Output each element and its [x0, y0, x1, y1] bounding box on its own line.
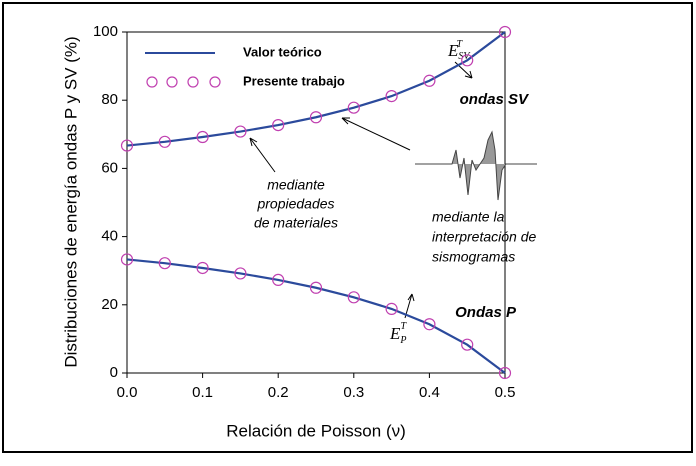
- annotation: mediante la: [432, 209, 505, 225]
- annotation: ondas SV: [460, 91, 530, 108]
- y-tick-label: 60: [101, 159, 118, 176]
- x-tick-label: 0.4: [419, 384, 440, 401]
- annotation: propiedades: [256, 196, 334, 212]
- legend-item: Valor teórico: [145, 44, 322, 59]
- chart: Relación de Poisson (ν) Distribuciones d…: [0, 0, 696, 461]
- x-tick-label: 0.2: [268, 384, 289, 401]
- x-axis-label: Relación de Poisson (ν): [226, 421, 406, 440]
- y-axis-label: Distribuciones de energía ondas P y SV (…: [61, 36, 80, 367]
- x-tick-label: 0.3: [343, 384, 364, 401]
- math-label: EPT: [389, 321, 408, 346]
- y-tick-label: 40: [101, 228, 118, 245]
- annotation: Ondas P: [455, 304, 517, 321]
- x-tick-label: 0.1: [192, 384, 213, 401]
- legend-swatch: [147, 77, 157, 87]
- legend-item: Presente trabajo: [147, 73, 345, 88]
- annotation: de materiales: [254, 215, 338, 231]
- legend-swatch: [167, 77, 177, 87]
- y-tick-label: 100: [93, 23, 118, 40]
- annotation: interpretación de: [432, 229, 537, 245]
- line: [127, 259, 505, 373]
- x-tick-label: 0.5: [495, 384, 516, 401]
- x-tick-label: 0.0: [117, 384, 138, 401]
- legend-label: Presente trabajo: [243, 73, 345, 88]
- annotation: sismogramas: [432, 249, 515, 265]
- legend-label: Valor teórico: [243, 44, 322, 59]
- seismogram-icon: [415, 132, 537, 200]
- y-tick-label: 0: [110, 364, 118, 381]
- y-tick-label: 80: [101, 91, 118, 108]
- legend-swatch: [210, 77, 220, 87]
- y-tick-label: 20: [101, 296, 118, 313]
- legend-swatch: [188, 77, 198, 87]
- annotation: mediante: [267, 177, 325, 193]
